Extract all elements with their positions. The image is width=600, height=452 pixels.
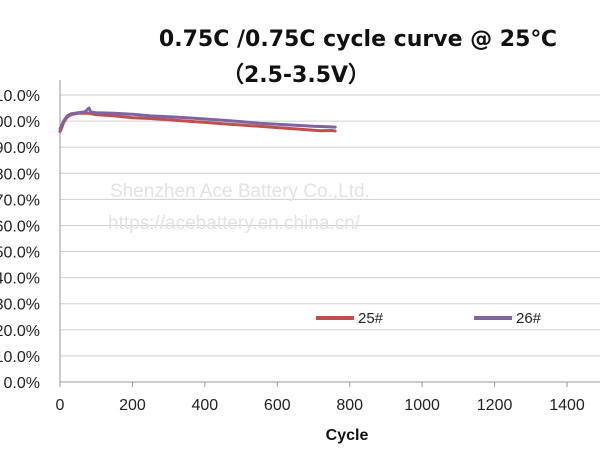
legend: 25# 26# [316, 310, 542, 327]
x-tick-label: 1200 [477, 397, 513, 414]
y-tick-label: 100.0% [0, 114, 40, 131]
series-line-26 [58, 106, 337, 131]
y-tick-label: 60.0% [0, 218, 40, 235]
x-tick-label: 400 [192, 397, 219, 414]
y-tick-label: 30.0% [0, 297, 40, 314]
x-tick-marks [59, 382, 568, 387]
chart-title: 0.75C /0.75C cycle curve @ 25℃ [159, 27, 557, 52]
x-tick-label: 1400 [549, 397, 585, 414]
x-tick-label: 800 [336, 397, 363, 414]
x-tick-labels: 0 200 400 600 800 1000 1200 1400 [56, 397, 585, 414]
chart-subtitle: （2.5-3.5V） [222, 63, 370, 88]
y-tick-label: 80.0% [0, 166, 40, 183]
watermark-url: https://acebattery.en.china.cn/ [108, 213, 361, 234]
y-tick-label: 0.0% [4, 375, 40, 392]
y-tick-label: 110.0% [0, 88, 40, 105]
x-tick-label: 1000 [404, 397, 440, 414]
x-tick-label: 0 [56, 397, 65, 414]
y-tick-label: 40.0% [0, 271, 40, 288]
y-tick-label: 10.0% [0, 349, 40, 366]
y-tick-label: 90.0% [0, 140, 40, 157]
watermark-company: Shenzhen Ace Battery Co.,Ltd. [110, 181, 370, 202]
y-tick-label: 50.0% [0, 245, 40, 262]
data-series [58, 106, 337, 133]
y-tick-label: 70.0% [0, 192, 40, 209]
y-tick-labels: 0.0% 10.0% 20.0% 30.0% 40.0% 50.0% 60.0% 70.0% 8… [0, 88, 40, 392]
legend-label: 26# [516, 310, 542, 327]
x-tick-label: 200 [119, 397, 146, 414]
x-axis-label: Cycle [326, 427, 369, 444]
x-tick-label: 600 [264, 397, 291, 414]
grid-lines [60, 94, 600, 357]
y-tick-label: 20.0% [0, 323, 40, 340]
legend-label: 25# [358, 310, 384, 327]
